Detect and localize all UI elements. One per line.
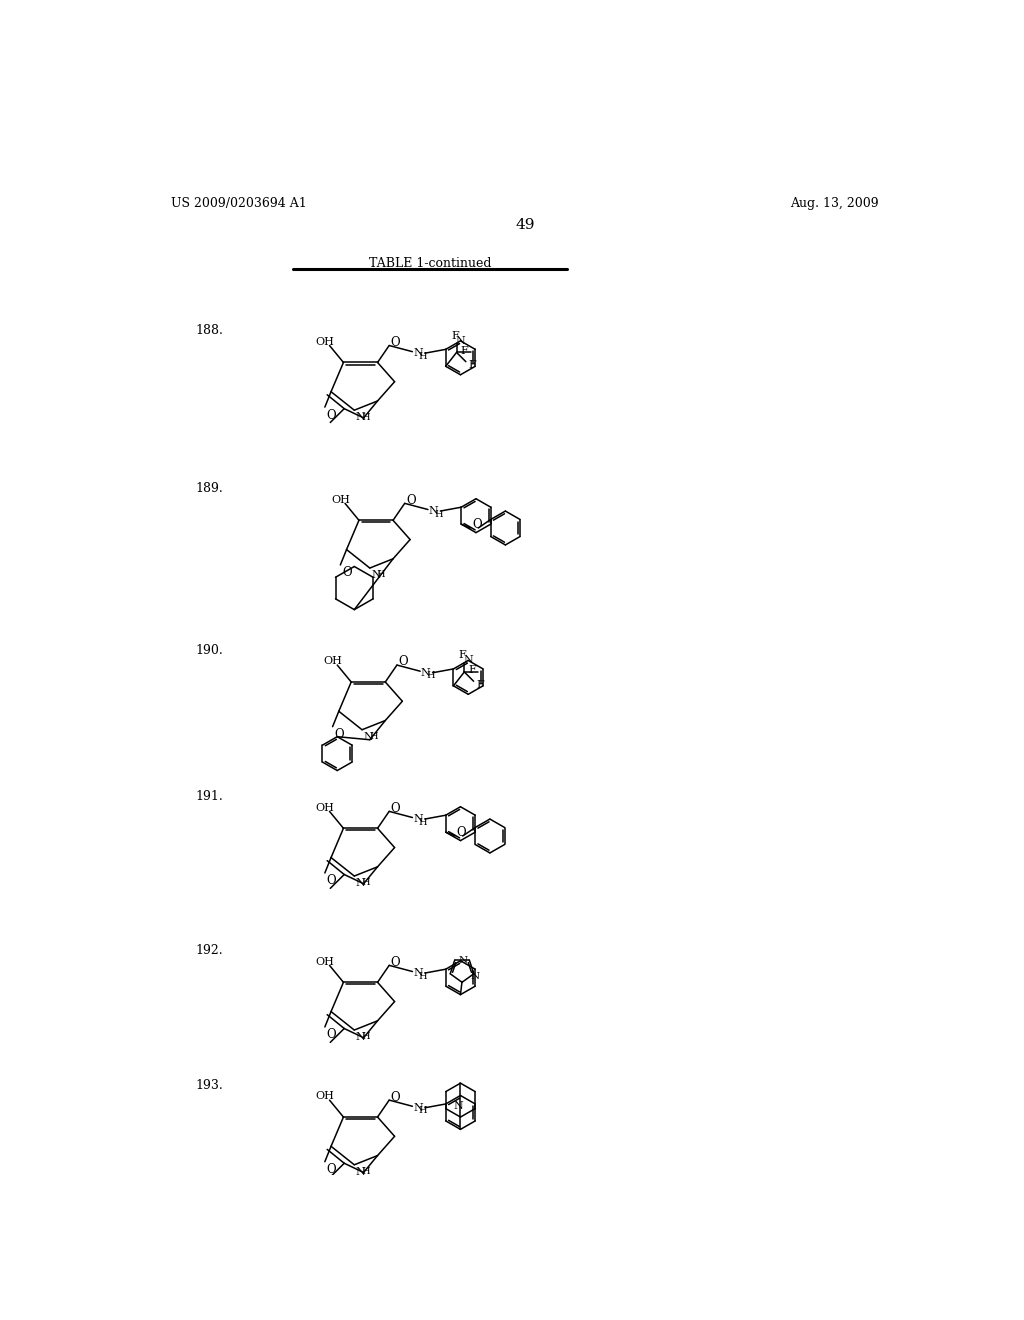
- Text: N: N: [356, 878, 366, 888]
- Text: N: N: [356, 1032, 366, 1043]
- Text: H: H: [361, 412, 370, 421]
- Text: H: H: [419, 817, 427, 826]
- Text: N: N: [372, 570, 381, 581]
- Text: O: O: [457, 825, 466, 838]
- Text: 49: 49: [515, 218, 535, 232]
- Text: 190.: 190.: [196, 644, 223, 656]
- Text: N: N: [459, 956, 468, 965]
- Text: H: H: [361, 878, 370, 887]
- Text: OH: OH: [324, 656, 342, 667]
- Text: F: F: [459, 651, 467, 660]
- Text: N: N: [364, 733, 374, 742]
- Text: O: O: [327, 409, 336, 421]
- Text: H: H: [369, 733, 378, 741]
- Text: OH: OH: [315, 1092, 335, 1101]
- Text: US 2009/0203694 A1: US 2009/0203694 A1: [171, 197, 306, 210]
- Text: TABLE 1-continued: TABLE 1-continued: [369, 257, 492, 271]
- Text: H: H: [426, 672, 435, 680]
- Text: O: O: [472, 517, 481, 531]
- Text: N: N: [356, 412, 366, 422]
- Text: N: N: [454, 1101, 463, 1111]
- Text: O: O: [391, 335, 400, 348]
- Text: OH: OH: [331, 495, 350, 504]
- Text: 192.: 192.: [196, 944, 223, 957]
- Text: O: O: [327, 1028, 336, 1041]
- Text: N: N: [414, 348, 423, 358]
- Text: F: F: [468, 665, 476, 676]
- Text: O: O: [327, 1163, 336, 1176]
- Text: N: N: [421, 668, 431, 677]
- Text: 193.: 193.: [196, 1078, 223, 1092]
- Text: O: O: [407, 494, 416, 507]
- Text: N: N: [463, 656, 473, 665]
- Text: 188.: 188.: [196, 323, 223, 337]
- Text: N: N: [414, 1102, 423, 1113]
- Text: 191.: 191.: [196, 789, 223, 803]
- Text: N: N: [429, 506, 438, 516]
- Text: F: F: [461, 346, 468, 356]
- Text: N: N: [414, 814, 423, 824]
- Text: F: F: [468, 360, 476, 370]
- Text: H: H: [434, 510, 442, 519]
- Text: O: O: [342, 566, 351, 579]
- Text: O: O: [391, 956, 400, 969]
- Text: O: O: [327, 874, 336, 887]
- Text: O: O: [334, 729, 344, 742]
- Text: F: F: [452, 331, 459, 341]
- Text: H: H: [377, 570, 385, 579]
- Text: F: F: [476, 680, 483, 689]
- Text: O: O: [398, 656, 409, 668]
- Text: H: H: [419, 352, 427, 360]
- Text: H: H: [361, 1167, 370, 1176]
- Text: H: H: [361, 1032, 370, 1041]
- Text: OH: OH: [315, 957, 335, 966]
- Text: H: H: [419, 972, 427, 981]
- Text: Aug. 13, 2009: Aug. 13, 2009: [791, 197, 879, 210]
- Text: OH: OH: [315, 803, 335, 813]
- Text: O: O: [391, 1090, 400, 1104]
- Text: N: N: [456, 335, 465, 346]
- Text: N: N: [356, 1167, 366, 1177]
- Text: N: N: [471, 973, 480, 981]
- Text: H: H: [419, 1106, 427, 1115]
- Text: N: N: [414, 968, 423, 978]
- Text: 189.: 189.: [196, 482, 223, 495]
- Text: O: O: [391, 801, 400, 814]
- Text: OH: OH: [315, 337, 335, 347]
